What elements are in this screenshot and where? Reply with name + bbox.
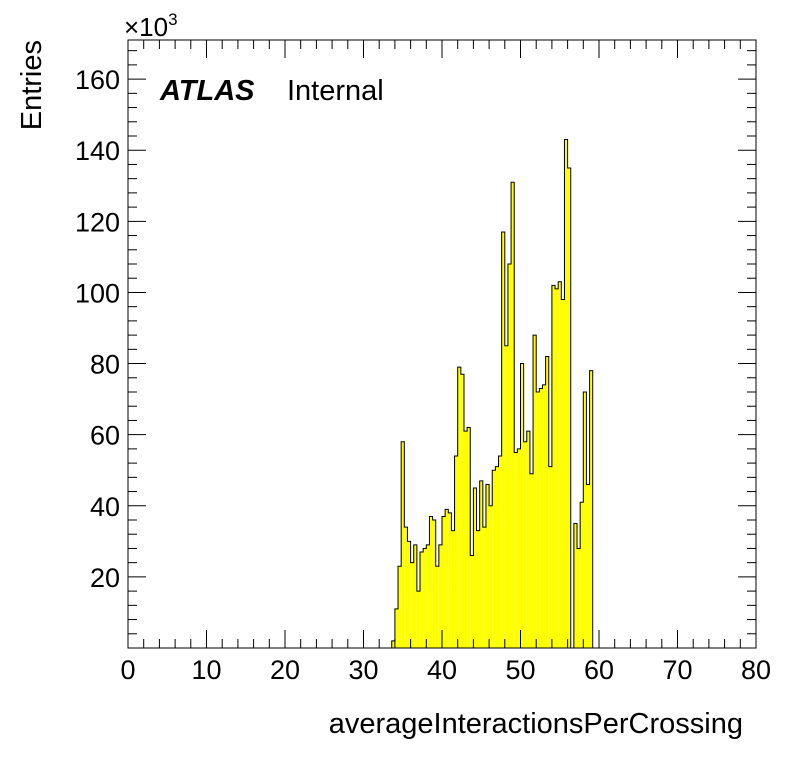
histogram-bar [420,552,424,648]
histogram-bar [454,456,458,648]
histogram-bar [404,527,408,648]
histogram-bar [489,505,493,648]
x-tick-label: 20 [270,655,300,685]
x-tick-label: 40 [427,655,457,685]
x-axis-label: averageInteractionsPerCrossing [329,708,743,740]
y-axis-label: Entries [16,40,48,130]
histogram-bar [558,281,562,648]
histogram-bar [482,527,486,648]
histogram-bar [442,516,446,648]
histogram-bar [445,509,449,648]
histogram-bar [523,441,527,648]
x-tick-label: 30 [348,655,378,685]
x-axis-tick-labels: 0 10 20 30 40 50 60 70 80 [120,655,771,685]
histogram-bar [498,456,502,648]
histogram-bar [473,488,477,648]
histogram-bar [426,544,430,648]
histogram-bar [511,182,515,648]
y-tick-label: 80 [90,350,120,380]
histogram-bar [577,548,581,648]
histogram-bar [583,392,587,648]
histogram-bar [580,502,584,648]
y-axis-tick-labels: 20 40 60 80 100 120 140 160 [75,65,120,593]
x-axis-ticks [127,40,757,648]
histogram-bar [536,392,540,648]
histogram-bar [451,530,455,648]
histogram-bar [470,555,474,648]
histogram-bar [394,608,399,648]
histogram-bar [504,345,508,648]
histogram-bar [517,448,521,648]
histogram-bar [416,591,421,648]
histogram-bar [561,299,565,648]
histogram-bar [526,431,530,648]
histogram-bar [448,512,452,648]
histogram-bar [479,480,483,648]
histogram-bar [476,530,480,648]
histogram-bar [564,139,568,649]
histogram-bar [573,523,578,648]
histogram-bar [463,431,468,648]
histogram-bar [548,466,552,648]
y-tick-label: 160 [75,65,120,95]
histogram-bar [438,544,442,648]
internal-label: Internal [287,75,384,107]
histogram-bar [457,367,461,648]
histogram-bar [542,384,546,648]
histogram-bars [391,139,593,649]
histogram-bar [492,470,496,648]
histogram-bar [501,232,505,648]
histogram-outline [391,139,596,649]
histogram-bar [432,520,436,648]
histogram-bar [495,466,499,648]
histogram-bar [435,566,439,648]
histogram-bar [485,484,490,648]
y-tick-label: 100 [75,278,120,308]
histogram-bar [507,264,512,648]
histogram-bar [545,356,549,648]
histogram-bar [391,640,395,648]
histogram-bar [429,516,433,648]
histogram-bar [551,285,556,648]
histogram-bar [401,441,405,648]
histogram-bar [423,548,427,648]
histogram-bar [529,473,534,648]
y-tick-label: 120 [75,207,120,237]
histogram-bar [410,562,414,648]
atlas-label: ATLAS [159,75,255,107]
y-axis-multiplier-exponent: 3 [168,10,177,29]
histogram-bar [539,388,543,648]
histogram-bar [586,484,590,648]
x-tick-label: 70 [662,655,692,685]
x-tick-label: 0 [120,655,135,685]
y-tick-label: 60 [90,421,120,451]
histogram-bar [398,566,402,648]
histogram-bar [467,427,471,648]
histogram-bar [460,374,464,648]
histogram-bar [520,363,524,648]
histogram-bar [514,452,518,648]
histogram-bar [567,168,571,648]
histogram-bar [413,544,417,648]
histogram-bar [533,335,537,648]
x-tick-label: 10 [191,655,221,685]
histogram-bar [555,288,559,648]
y-tick-label: 140 [75,136,120,166]
y-tick-label: 40 [90,492,120,522]
histogram-bar [589,370,593,648]
y-axis-ticks [128,50,756,635]
x-tick-label: 60 [584,655,614,685]
y-axis-multiplier: ×103 [124,10,178,42]
x-tick-label: 80 [741,655,771,685]
x-tick-label: 50 [505,655,535,685]
y-axis-multiplier-base: ×10 [124,12,168,42]
y-tick-label: 20 [90,563,120,593]
histogram-bar [407,541,411,648]
